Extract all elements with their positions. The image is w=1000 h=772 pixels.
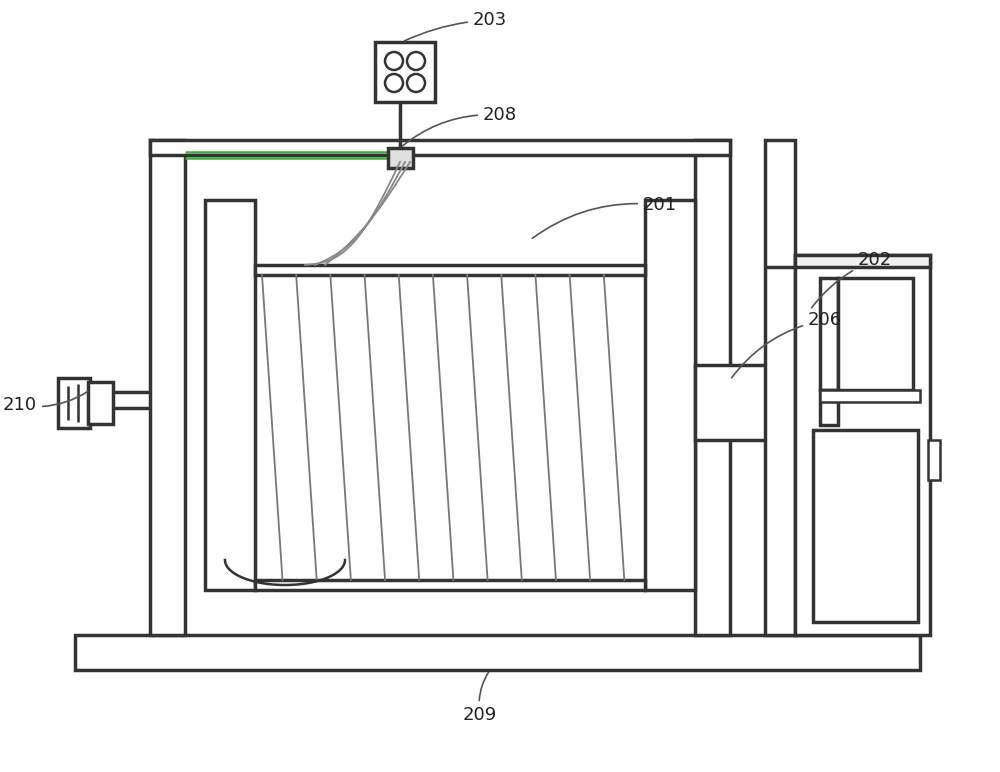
Text: 201: 201 bbox=[532, 196, 677, 239]
Bar bbox=[765, 140, 795, 635]
Bar bbox=[795, 255, 930, 267]
Bar bbox=[645, 200, 695, 590]
Bar bbox=[150, 140, 730, 155]
Bar bbox=[375, 42, 435, 102]
Text: 208: 208 bbox=[402, 106, 517, 146]
Bar bbox=[255, 265, 645, 275]
Bar bbox=[255, 580, 645, 590]
Bar bbox=[795, 255, 930, 635]
Text: 210: 210 bbox=[3, 391, 88, 414]
Bar bbox=[838, 278, 913, 390]
Text: 203: 203 bbox=[405, 11, 507, 41]
Bar bbox=[695, 365, 780, 440]
Bar bbox=[820, 278, 838, 390]
Text: 206: 206 bbox=[732, 311, 842, 378]
Bar bbox=[928, 440, 940, 480]
Text: 202: 202 bbox=[812, 251, 892, 308]
Bar bbox=[58, 378, 90, 428]
Bar bbox=[75, 635, 920, 670]
Bar bbox=[88, 382, 113, 424]
Bar bbox=[820, 390, 838, 425]
Bar bbox=[150, 140, 185, 635]
Bar bbox=[695, 140, 730, 635]
Text: 209: 209 bbox=[463, 672, 497, 724]
Bar bbox=[813, 430, 918, 622]
Bar bbox=[388, 148, 413, 168]
Bar bbox=[205, 200, 255, 590]
Bar bbox=[820, 390, 920, 402]
